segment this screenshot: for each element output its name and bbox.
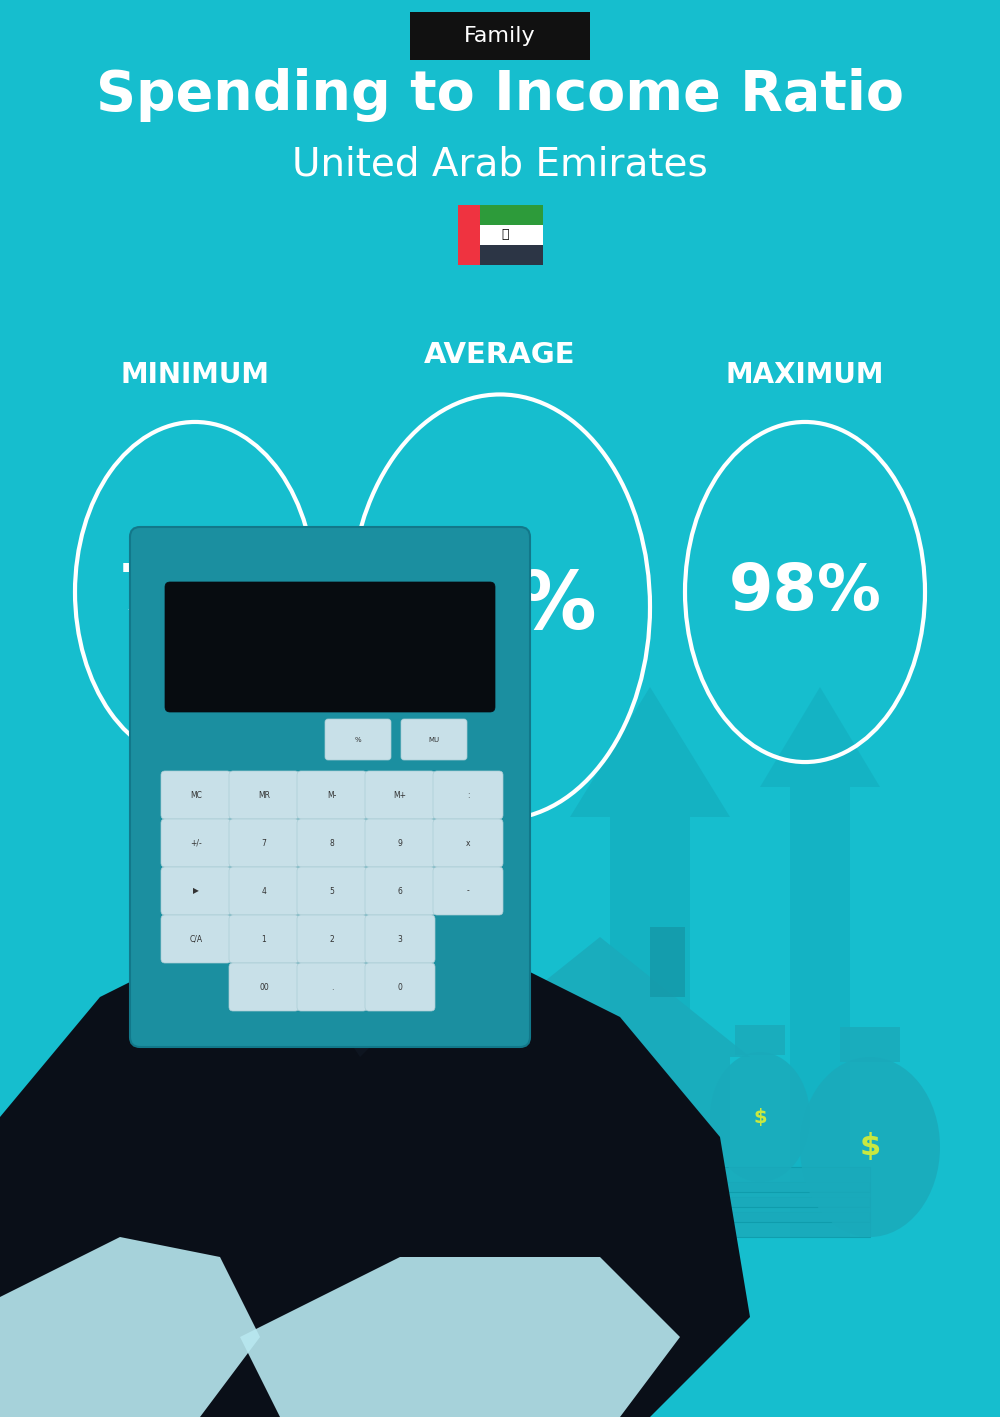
Bar [840, 1027, 900, 1061]
Text: 1: 1 [262, 934, 266, 944]
FancyBboxPatch shape [325, 718, 391, 760]
Text: 8: 8 [330, 839, 334, 847]
Text: :: : [467, 791, 469, 799]
FancyBboxPatch shape [229, 819, 299, 867]
FancyBboxPatch shape [161, 867, 231, 915]
FancyBboxPatch shape [365, 867, 435, 915]
Text: 🦅: 🦅 [501, 228, 509, 241]
Bar [720, 1168, 870, 1192]
Bar [720, 1182, 870, 1207]
Bar [790, 786, 850, 1237]
Bar [603, 1146, 638, 1237]
Text: 4: 4 [262, 887, 266, 896]
Bar [720, 1212, 870, 1237]
Bar [720, 1197, 870, 1221]
Ellipse shape [800, 1057, 940, 1237]
Text: 7: 7 [262, 839, 266, 847]
Text: x: x [466, 839, 470, 847]
Bar [735, 1024, 785, 1056]
Text: MR: MR [258, 791, 270, 799]
Text: Family: Family [464, 26, 536, 45]
Text: ▶: ▶ [193, 887, 199, 896]
Bar [458, 225, 542, 245]
Text: -: - [467, 887, 469, 896]
Text: 3: 3 [398, 934, 402, 944]
Text: 79%: 79% [119, 561, 271, 623]
FancyBboxPatch shape [410, 11, 590, 60]
FancyBboxPatch shape [297, 771, 367, 819]
Text: M+: M+ [394, 791, 406, 799]
Polygon shape [320, 917, 440, 1057]
FancyBboxPatch shape [130, 527, 530, 1047]
Text: 0: 0 [398, 982, 402, 992]
Text: United Arab Emirates: United Arab Emirates [292, 146, 708, 184]
Text: M-: M- [327, 791, 337, 799]
Polygon shape [160, 956, 750, 1417]
FancyBboxPatch shape [229, 915, 299, 964]
FancyBboxPatch shape [229, 771, 299, 819]
Polygon shape [0, 1237, 260, 1417]
Text: .: . [331, 982, 333, 992]
Text: 00: 00 [259, 982, 269, 992]
FancyBboxPatch shape [229, 867, 299, 915]
Text: 6: 6 [398, 887, 402, 896]
FancyBboxPatch shape [433, 771, 503, 819]
Text: $: $ [859, 1132, 881, 1162]
Text: 9: 9 [398, 839, 402, 847]
Text: 98%: 98% [729, 561, 881, 623]
Text: $: $ [753, 1108, 767, 1127]
Polygon shape [450, 937, 750, 1057]
Bar [345, 818, 415, 1037]
FancyBboxPatch shape [297, 915, 367, 964]
Bar [610, 818, 690, 1136]
Text: C/A: C/A [189, 934, 203, 944]
Polygon shape [760, 687, 880, 786]
FancyBboxPatch shape [229, 964, 299, 1010]
FancyBboxPatch shape [365, 771, 435, 819]
FancyBboxPatch shape [161, 915, 231, 964]
FancyBboxPatch shape [433, 819, 503, 867]
Polygon shape [310, 717, 450, 818]
Text: 5: 5 [330, 887, 334, 896]
FancyBboxPatch shape [161, 819, 231, 867]
Text: 2: 2 [330, 934, 334, 944]
Text: +/-: +/- [190, 839, 202, 847]
FancyBboxPatch shape [365, 964, 435, 1010]
Bar [470, 1057, 730, 1237]
Bar [458, 205, 480, 265]
FancyBboxPatch shape [297, 964, 367, 1010]
FancyBboxPatch shape [297, 867, 367, 915]
Text: MINIMUM: MINIMUM [120, 361, 270, 390]
FancyBboxPatch shape [161, 771, 231, 819]
Bar [562, 1146, 597, 1237]
Bar [650, 927, 685, 998]
FancyBboxPatch shape [165, 582, 495, 711]
FancyBboxPatch shape [297, 819, 367, 867]
Text: %: % [355, 737, 361, 743]
FancyBboxPatch shape [433, 867, 503, 915]
Text: MU: MU [428, 737, 440, 743]
Text: 87%: 87% [404, 568, 596, 646]
Polygon shape [240, 1257, 680, 1417]
Text: AVERAGE: AVERAGE [424, 341, 576, 368]
FancyBboxPatch shape [365, 819, 435, 867]
FancyBboxPatch shape [401, 718, 467, 760]
Bar [458, 245, 542, 265]
Polygon shape [0, 937, 420, 1417]
Text: Spending to Income Ratio: Spending to Income Ratio [96, 68, 904, 122]
Text: MAXIMUM: MAXIMUM [726, 361, 884, 390]
Polygon shape [570, 687, 730, 818]
Ellipse shape [710, 1051, 810, 1182]
FancyBboxPatch shape [365, 915, 435, 964]
Bar [458, 205, 542, 225]
Text: MC: MC [190, 791, 202, 799]
